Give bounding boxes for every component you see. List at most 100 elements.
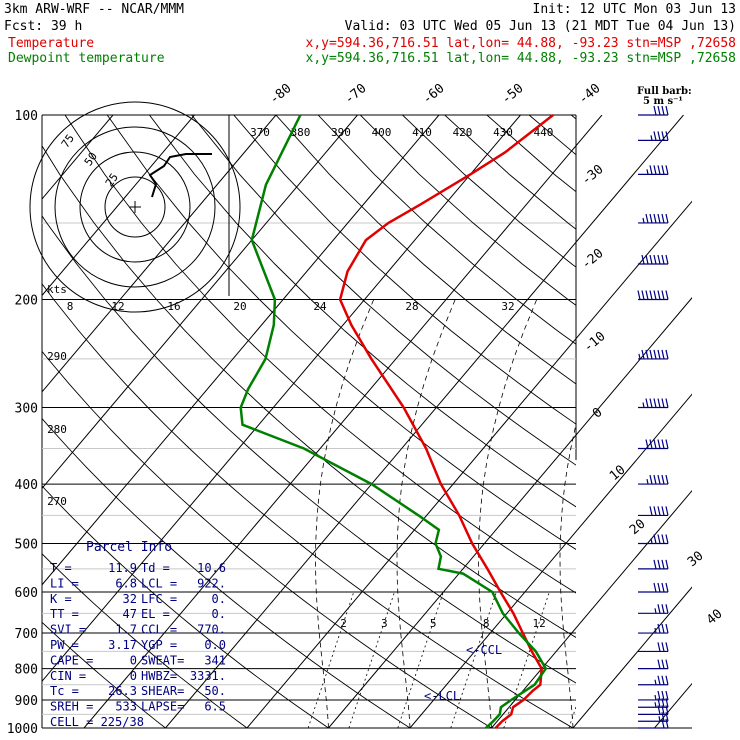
dewpoint-profile — [239, 114, 548, 729]
mixing-ratio-lines: 2 3 5 8 12 20 — [307, 591, 576, 728]
hodo-ring-3 — [29, 101, 241, 313]
parcel-label: HWBZ= — [141, 669, 177, 683]
barb-flag — [665, 254, 669, 265]
isotherm-label: -60 — [420, 81, 448, 108]
barb-flag — [661, 582, 665, 593]
parcel-label: K = — [50, 592, 72, 606]
parcel-value: 0. — [212, 607, 226, 621]
barb-half — [658, 716, 661, 722]
barb-flag — [657, 254, 661, 265]
parcel-value: 6.8 — [115, 576, 137, 590]
full-barb-label: Full barb: — [637, 86, 692, 97]
barb-flag — [649, 398, 653, 408]
wind-barb — [638, 105, 669, 116]
pressure-label-400: 400 — [15, 478, 38, 493]
mixing-ratio-label: 8 — [483, 617, 490, 630]
barb-flag — [661, 474, 665, 485]
barb-flag — [657, 105, 661, 116]
barb-flag — [661, 675, 665, 685]
isotherm-line — [654, 682, 692, 728]
hodo-speed-label: 24 — [313, 300, 327, 313]
dewpoint-label: Dewpoint temperature — [8, 51, 165, 66]
mixing-ratio-label: 5 — [430, 617, 437, 630]
hodo-ring-0 — [104, 176, 166, 238]
parcel-label: Td = — [141, 561, 170, 575]
barb-flag — [641, 254, 645, 265]
barb-flag — [645, 290, 649, 300]
parcel-label: YGP = — [141, 638, 177, 652]
theta-label-440: 440 — [534, 126, 554, 139]
moist-adiabat — [315, 299, 375, 728]
barb-flag — [649, 165, 653, 175]
barb-flag — [661, 131, 665, 141]
mixing-ratio-line — [397, 591, 444, 728]
barb-flag — [665, 659, 669, 669]
barb-flag — [665, 718, 669, 729]
parcel-label: SVI = — [50, 623, 86, 637]
isotherm-line — [83, 115, 603, 728]
barb-flag — [645, 439, 649, 449]
barb-flag — [661, 398, 665, 408]
parcel-cell: CELL = 225/38 — [50, 715, 144, 729]
dry-adiabat — [42, 214, 576, 684]
hodo-ring-75: 75 — [59, 132, 77, 150]
isotherms — [42, 115, 692, 728]
barb-flag — [665, 506, 669, 516]
location-dewpoint: x,y=594.36,716.51 lat,lon= 44.88, -93.23… — [306, 51, 736, 66]
barb-flag — [661, 718, 665, 729]
wind-barb — [638, 398, 669, 409]
barb-flag — [661, 604, 665, 614]
isotherm-line — [491, 489, 692, 728]
temperature-profile — [338, 114, 554, 729]
barb-flag — [653, 398, 657, 408]
hodo-ring-25: 25 — [103, 171, 121, 189]
barb-half — [646, 169, 649, 175]
isotherm-label: -70 — [342, 81, 370, 108]
barb-flag — [657, 131, 661, 141]
barb-flag — [665, 213, 669, 224]
dry-adiabat — [42, 145, 576, 638]
barb-flag — [653, 439, 657, 449]
parcel-label: CIN = — [50, 669, 86, 683]
theta-label-380: 380 — [291, 126, 311, 139]
barb-flag — [653, 582, 657, 593]
moist-adiabats — [315, 299, 576, 728]
parcel-label: CCL = — [141, 623, 177, 637]
ccl-marker: <-CCL — [466, 643, 502, 657]
barb-flag — [661, 349, 665, 360]
parcel-value: 0.0 — [204, 638, 226, 652]
barb-flag — [653, 506, 657, 516]
barb-flag — [657, 534, 661, 544]
barb-flag — [657, 675, 661, 685]
dry-adiabat — [149, 115, 576, 508]
barb-flag — [665, 349, 669, 360]
barb-flag — [657, 659, 661, 669]
theta-label-430: 430 — [493, 126, 513, 139]
barb-flag — [649, 290, 653, 300]
barb-flag — [649, 474, 653, 485]
pressure-label-800: 800 — [15, 663, 38, 678]
isotherm-label: -10 — [581, 329, 609, 356]
valid-time: Valid: 03 UTC Wed 05 Jun 13 (21 MDT Tue … — [345, 19, 736, 34]
dry-adiabat — [444, 115, 576, 230]
wind-barb — [638, 604, 669, 614]
mixing-ratio-line — [503, 591, 550, 728]
barb-flag — [661, 290, 665, 300]
dry-adiabat — [275, 115, 576, 385]
forecast-hour: Fcst: 39 h — [4, 19, 82, 34]
barb-flag — [665, 623, 669, 634]
hodo-speed-label: 32 — [501, 300, 514, 313]
barb-flag — [665, 604, 669, 614]
barb-flag — [657, 642, 661, 652]
barb-flag — [665, 559, 669, 569]
barb-flag — [645, 349, 649, 360]
wind-barbs — [637, 105, 669, 729]
barb-flag — [657, 582, 661, 593]
mixing-ratio-line — [307, 591, 355, 728]
barb-flag — [657, 439, 661, 449]
moist-adiabat — [559, 423, 576, 728]
barb-flag — [665, 642, 669, 652]
parcel-value: 26.3 — [108, 684, 137, 698]
dry-adiabat — [42, 485, 329, 728]
